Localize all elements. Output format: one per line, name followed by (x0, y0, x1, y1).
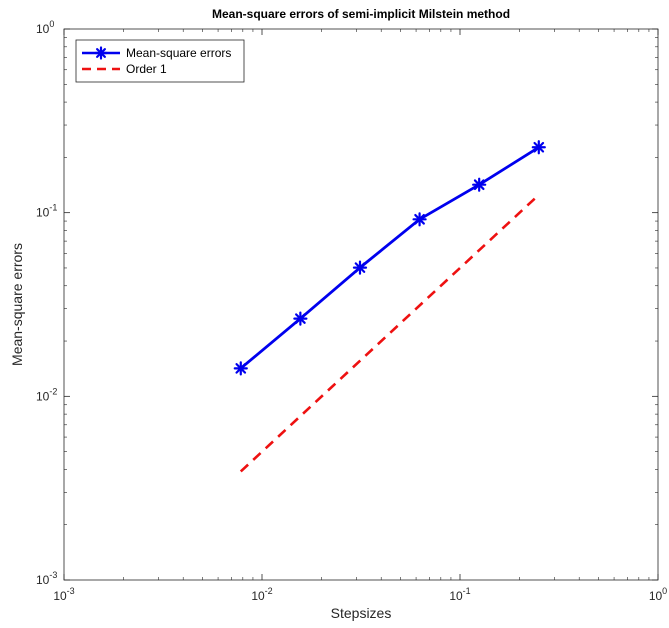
legend-marker (94, 46, 108, 60)
y-tick-label: 10-2 (36, 386, 57, 403)
marker-stroke (473, 179, 485, 191)
plot-area (63, 28, 659, 581)
legend-box (75, 39, 245, 83)
marker-stroke (533, 141, 545, 153)
data-point-marker (293, 311, 308, 326)
x-tick-label: 100 (649, 586, 667, 603)
chart-title: Mean-square errors of semi-implicit Mils… (212, 7, 510, 21)
y-tick-label: 100 (36, 19, 54, 36)
marker-stroke (295, 313, 306, 324)
marker-stroke (414, 213, 425, 225)
axis-ticks: 10-3 10-2 10-1 100 10-3 10-2 10-1 100 (36, 19, 667, 603)
series-layer (233, 140, 546, 473)
marker-stroke (235, 363, 247, 374)
data-point-marker (412, 212, 427, 227)
series-line-1 (239, 146, 540, 370)
data-point-marker (352, 260, 368, 275)
y-tick-label: 10-3 (36, 570, 57, 587)
x-axis-label: Stepsizes (331, 605, 392, 621)
x-tick-label: 10-3 (53, 586, 74, 603)
data-point-marker (472, 177, 487, 192)
x-tick-label: 10-2 (251, 586, 272, 603)
y-axis-label: Mean-square errors (9, 243, 25, 366)
data-point-marker (531, 140, 546, 155)
legend-label-2: Order 1 (126, 62, 167, 76)
data-point-marker (233, 361, 248, 376)
legend: Mean-square errors Order 1 (75, 39, 245, 83)
legend-label-1: Mean-square errors (126, 46, 231, 60)
y-tick-label: 10-1 (36, 203, 57, 220)
x-tick-label: 10-1 (449, 586, 470, 603)
marker-stroke (354, 262, 366, 273)
marker-stroke (96, 48, 106, 58)
